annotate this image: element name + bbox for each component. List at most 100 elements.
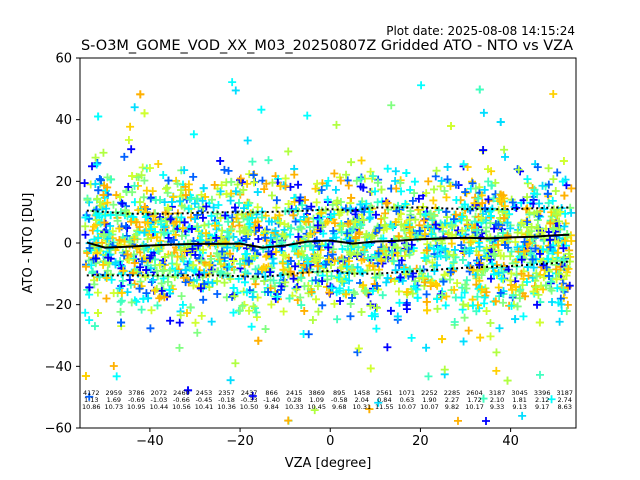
scatter-point (383, 343, 392, 352)
scatter-point (300, 282, 309, 291)
scatter-point (259, 263, 268, 272)
scatter-point (323, 195, 332, 204)
scatter-point (353, 348, 362, 357)
scatter-point (269, 276, 278, 285)
scatter-point (411, 285, 420, 294)
stats-annotation: 10.45 (307, 403, 326, 411)
scatter-point (347, 264, 356, 273)
scatter-point (491, 297, 500, 306)
scatter-point (357, 156, 366, 165)
scatter-point (565, 281, 574, 290)
scatter-point (143, 261, 152, 270)
scatter-point (267, 250, 276, 259)
scatter-point (267, 300, 276, 309)
scatter-point (115, 224, 124, 233)
scatter-point (225, 249, 234, 258)
scatter-point (230, 292, 239, 301)
scatter-point (145, 164, 154, 173)
scatter-point (323, 217, 332, 226)
stats-annotation: 10.07 (398, 403, 417, 411)
scatter-point (180, 247, 189, 256)
scatter-point (176, 245, 185, 254)
stats-annotation: 3396 (534, 389, 551, 397)
scatter-point (141, 213, 150, 222)
scatter-point (116, 297, 125, 306)
scatter-point (96, 198, 105, 207)
scatter-point (354, 344, 363, 353)
scatter-point (365, 405, 374, 414)
scatter-point (426, 209, 435, 218)
y-tick-label: 40 (55, 113, 72, 128)
scatter-point (95, 272, 104, 281)
scatter-point (465, 249, 474, 258)
scatter-point (272, 235, 281, 244)
scatter-point (462, 189, 471, 198)
scatter-point (328, 200, 337, 209)
scatter-point (359, 183, 368, 192)
scatter-point (331, 185, 340, 194)
x-tick-label: −40 (136, 434, 163, 449)
scatter-point (289, 211, 298, 220)
scatter-point (226, 196, 235, 205)
scatter-point (128, 172, 137, 181)
scatter-point (254, 223, 263, 232)
scatter-point (553, 284, 562, 293)
scatter-point (319, 229, 328, 238)
scatter-point (393, 312, 402, 321)
scatter-point (185, 195, 194, 204)
scatter-point (553, 168, 562, 177)
scatter-point (100, 218, 109, 227)
scatter-point (543, 189, 552, 198)
scatter-point (539, 245, 548, 254)
scatter-points (80, 78, 576, 425)
scatter-point (556, 207, 565, 216)
scatter-point (207, 211, 216, 220)
scatter-point (160, 253, 169, 262)
scatter-point (389, 257, 398, 266)
scatter-point (549, 225, 558, 234)
scatter-point (461, 280, 470, 289)
scatter-point (85, 244, 94, 253)
scatter-point (137, 305, 146, 314)
scatter-point (248, 392, 257, 401)
scatter-point (337, 228, 346, 237)
scatter-point (460, 200, 469, 209)
scatter-point (191, 215, 200, 224)
scatter-point (177, 186, 186, 195)
scatter-point (228, 78, 237, 87)
scatter-point (523, 193, 532, 202)
stats-annotation: -1.40 (263, 396, 280, 404)
x-tick-label: 0 (326, 434, 334, 449)
scatter-point (486, 274, 495, 283)
scatter-point (346, 204, 355, 213)
scatter-point (423, 306, 432, 315)
scatter-point (373, 281, 382, 290)
scatter-point (453, 416, 462, 425)
scatter-point (517, 255, 526, 264)
scatter-point (189, 130, 198, 139)
scatter-point (157, 279, 166, 288)
scatter-point (306, 241, 315, 250)
scatter-point (284, 147, 293, 156)
scatter-point (231, 86, 240, 95)
scatter-point (476, 333, 485, 342)
stats-annotation: 3187 (489, 389, 506, 397)
stats-annotation: 10.33 (285, 403, 304, 411)
scatter-point (567, 184, 576, 193)
y-tick-label: 20 (55, 175, 72, 190)
scatter-point (426, 278, 435, 287)
stats-annotation: 2285 (444, 389, 461, 397)
scatter-point (175, 318, 184, 327)
scatter-point (443, 162, 452, 171)
scatter-point (212, 233, 221, 242)
scatter-point (126, 238, 135, 247)
scatter-point (100, 231, 109, 240)
scatter-point (250, 304, 259, 313)
scatter-point (524, 239, 533, 248)
scatter-point (304, 330, 313, 339)
scatter-point (142, 265, 151, 274)
scatter-point (207, 254, 216, 263)
scatter-point (118, 276, 127, 285)
scatter-point (191, 318, 200, 327)
scatter-point (559, 256, 568, 265)
